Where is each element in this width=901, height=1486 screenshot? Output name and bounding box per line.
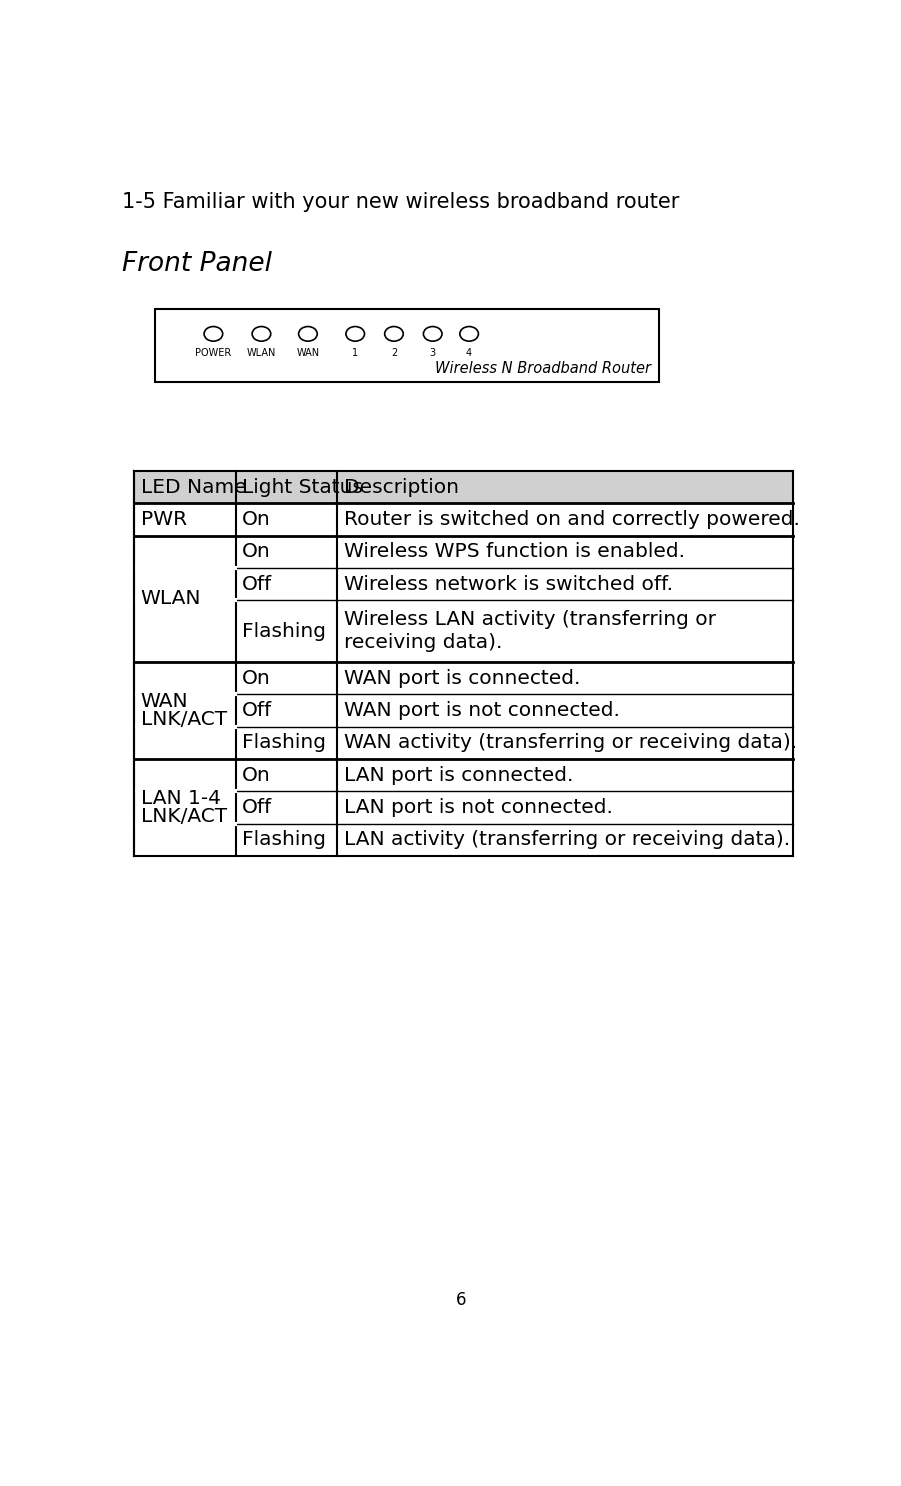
- Text: Flashing: Flashing: [242, 621, 326, 640]
- Text: LAN activity (transferring or receiving data).: LAN activity (transferring or receiving …: [343, 831, 789, 850]
- Text: Flashing: Flashing: [242, 831, 326, 850]
- Text: POWER: POWER: [196, 348, 232, 358]
- Ellipse shape: [252, 327, 270, 342]
- Text: LNK/ACT: LNK/ACT: [141, 807, 227, 826]
- Text: WAN: WAN: [296, 348, 320, 358]
- Text: Wireless N Broadband Router: Wireless N Broadband Router: [435, 361, 651, 376]
- Bar: [134, 471, 793, 504]
- Text: WAN port is connected.: WAN port is connected.: [343, 669, 580, 688]
- Text: Router is switched on and correctly powered.: Router is switched on and correctly powe…: [343, 510, 799, 529]
- Ellipse shape: [346, 327, 365, 342]
- Text: WAN: WAN: [141, 691, 188, 710]
- Text: Front Panel: Front Panel: [122, 251, 272, 278]
- Text: PWR: PWR: [141, 510, 187, 529]
- Text: 2: 2: [391, 348, 397, 358]
- Text: WAN activity (transferring or receiving data).: WAN activity (transferring or receiving …: [343, 733, 796, 752]
- Text: Light Status: Light Status: [242, 477, 363, 496]
- Text: 3: 3: [430, 348, 436, 358]
- Text: WAN port is not connected.: WAN port is not connected.: [343, 701, 620, 719]
- Text: LAN port is connected.: LAN port is connected.: [343, 765, 573, 785]
- Text: 4: 4: [466, 348, 472, 358]
- Text: 1: 1: [352, 348, 359, 358]
- Text: WLAN: WLAN: [247, 348, 276, 358]
- Text: On: On: [242, 765, 271, 785]
- Text: 1-5 Familiar with your new wireless broadband router: 1-5 Familiar with your new wireless broa…: [122, 192, 679, 212]
- Text: Off: Off: [242, 575, 272, 593]
- Ellipse shape: [460, 327, 478, 342]
- Text: Wireless LAN activity (transferring or
receiving data).: Wireless LAN activity (transferring or r…: [343, 609, 715, 652]
- Text: LNK/ACT: LNK/ACT: [141, 710, 227, 730]
- Text: On: On: [242, 510, 271, 529]
- Ellipse shape: [298, 327, 317, 342]
- Ellipse shape: [385, 327, 404, 342]
- Text: LAN 1-4: LAN 1-4: [141, 789, 221, 808]
- Text: WLAN: WLAN: [141, 590, 201, 608]
- Text: Off: Off: [242, 798, 272, 817]
- Text: Wireless WPS function is enabled.: Wireless WPS function is enabled.: [343, 542, 685, 562]
- Text: LAN port is not connected.: LAN port is not connected.: [343, 798, 613, 817]
- Text: LED Name: LED Name: [141, 477, 246, 496]
- Text: On: On: [242, 669, 271, 688]
- Text: Wireless network is switched off.: Wireless network is switched off.: [343, 575, 672, 593]
- Text: On: On: [242, 542, 271, 562]
- Ellipse shape: [423, 327, 442, 342]
- Text: Flashing: Flashing: [242, 733, 326, 752]
- Text: 6: 6: [456, 1291, 467, 1309]
- Ellipse shape: [204, 327, 223, 342]
- Text: Description: Description: [343, 477, 459, 496]
- Bar: [155, 309, 659, 382]
- Text: Off: Off: [242, 701, 272, 719]
